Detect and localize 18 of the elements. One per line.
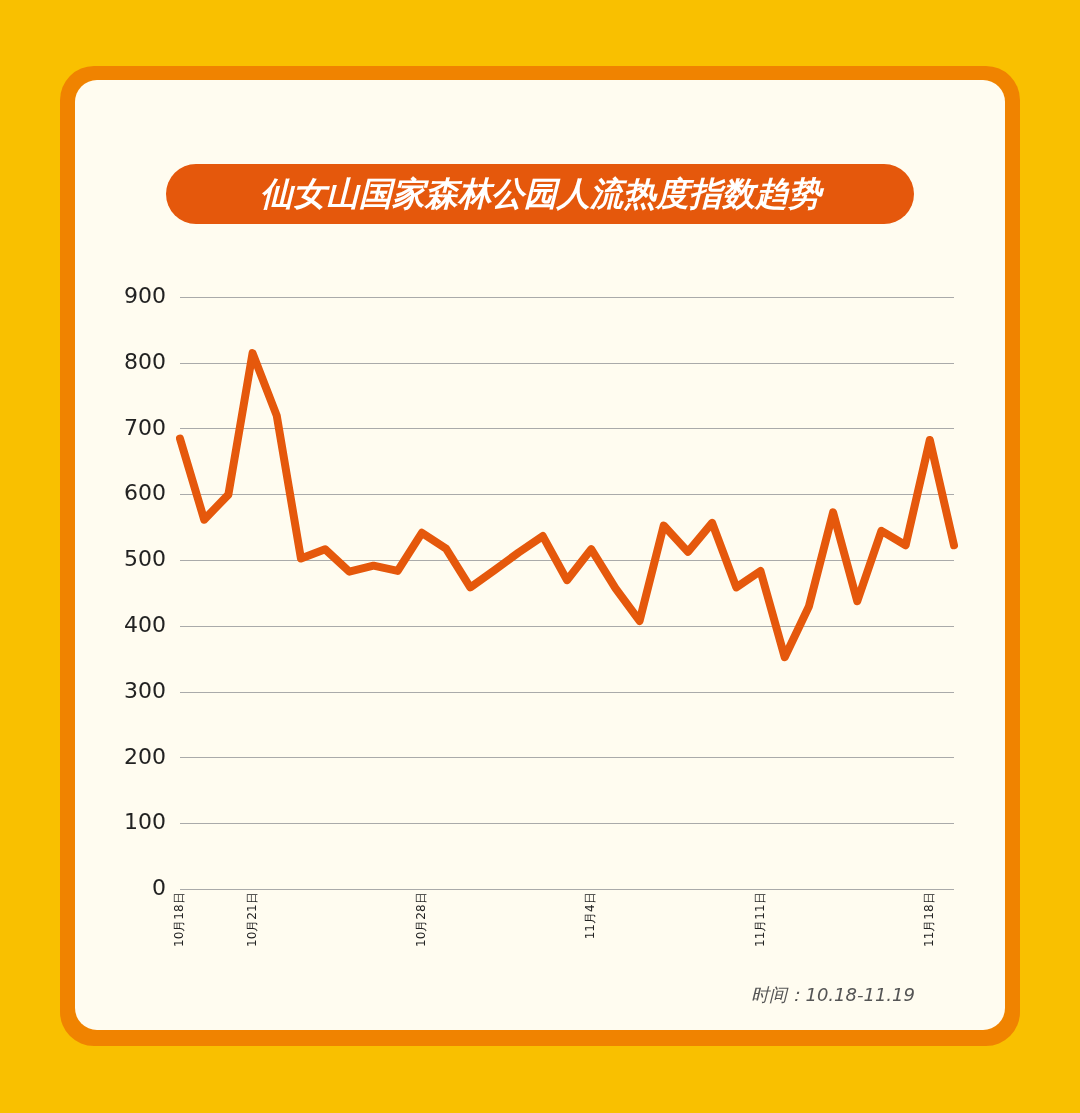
- y-tick-label: 900: [123, 282, 166, 308]
- y-tick-label: 700: [123, 414, 166, 440]
- x-tick-label: 10月18日: [172, 892, 187, 948]
- y-tick-label: 600: [123, 480, 166, 506]
- y-tick-label: 100: [123, 809, 166, 835]
- x-tick-label: 11月4日: [583, 892, 598, 940]
- x-tick-label: 11月11日: [752, 892, 767, 948]
- y-tick-label: 0: [151, 875, 166, 901]
- y-tick-label: 400: [123, 611, 166, 637]
- x-tick-label: 10月21日: [244, 892, 259, 948]
- y-tick-label: 800: [123, 348, 166, 374]
- chart-title: 仙女山国家森林公园人流热度指数趋势: [166, 164, 914, 224]
- y-tick-label: 300: [123, 677, 166, 703]
- x-tick-label: 10月28日: [413, 892, 428, 948]
- x-tick-label: 11月18日: [921, 892, 936, 948]
- text: 时间：10.18-11.19: [751, 983, 915, 1007]
- y-tick-label: 200: [123, 743, 166, 769]
- y-tick-label: 500: [123, 546, 166, 572]
